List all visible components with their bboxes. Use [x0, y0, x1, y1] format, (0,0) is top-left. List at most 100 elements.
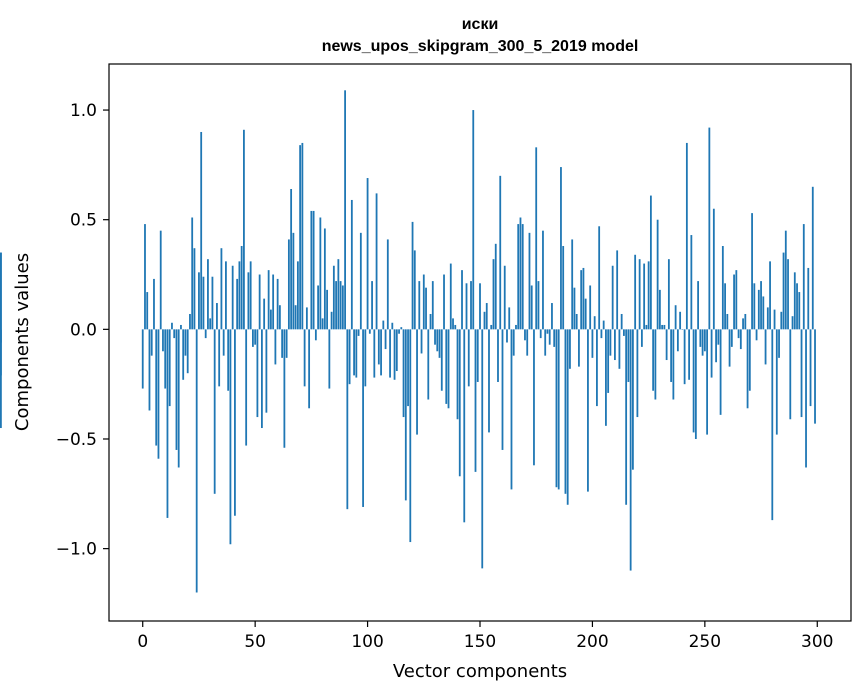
bar [692, 329, 695, 433]
bar [184, 329, 187, 356]
bar [166, 329, 169, 518]
bar [278, 305, 281, 330]
bar [798, 292, 801, 330]
bar [222, 329, 225, 356]
bar [454, 324, 457, 330]
bar [202, 276, 205, 330]
bar [335, 281, 337, 330]
bar [616, 250, 619, 330]
bar [503, 265, 506, 330]
x-tick-label: 0 [137, 632, 148, 652]
bar [371, 281, 373, 330]
bar [189, 313, 191, 330]
x-axis-label: Vector components [393, 661, 567, 682]
bar [587, 329, 589, 492]
bar [793, 272, 796, 330]
bar [252, 329, 254, 347]
bar [290, 189, 293, 330]
bar [694, 329, 697, 439]
bar [303, 329, 306, 387]
bar [773, 309, 776, 330]
bar [685, 142, 688, 330]
y-tick-label: 1.0 [70, 101, 97, 121]
bar [292, 232, 295, 330]
x-tick-label: 300 [801, 632, 833, 652]
bar [632, 329, 634, 470]
bar [458, 329, 461, 477]
bar [198, 272, 200, 330]
bar [814, 329, 816, 424]
bar [640, 329, 643, 347]
bar [769, 261, 771, 330]
bar [411, 221, 414, 330]
bar [578, 329, 580, 367]
bar [627, 329, 630, 382]
bar [263, 298, 266, 330]
bar [276, 278, 279, 330]
bar [580, 270, 583, 330]
y-tick-label: −1.0 [56, 540, 97, 560]
bar [481, 329, 484, 569]
bar [332, 265, 335, 330]
bar [757, 289, 760, 330]
bar [175, 329, 178, 450]
bar [146, 292, 149, 330]
bar [326, 289, 328, 330]
bar [416, 329, 418, 435]
bar [542, 230, 544, 330]
bar [719, 329, 722, 415]
bar [802, 224, 805, 330]
bar [706, 329, 708, 435]
bar [742, 318, 744, 330]
bar [656, 219, 659, 330]
bar [285, 329, 288, 358]
bar [647, 261, 650, 330]
bar [272, 274, 275, 330]
bar [560, 167, 562, 330]
bar [661, 324, 664, 330]
bar [620, 313, 623, 330]
bar [670, 329, 673, 382]
bar [452, 318, 454, 330]
bar [465, 283, 468, 330]
bar [337, 259, 340, 330]
bar [510, 329, 513, 490]
bar [683, 329, 686, 385]
bar [755, 329, 758, 341]
bar [436, 329, 439, 352]
bar [164, 329, 167, 389]
bar [712, 208, 715, 330]
bar [402, 329, 405, 418]
bar [690, 235, 693, 330]
bar [398, 329, 400, 334]
x-tick-label: 150 [464, 632, 496, 652]
bar [308, 329, 311, 409]
bar [247, 272, 250, 330]
bar [386, 239, 389, 330]
x-tick-label: 250 [689, 632, 721, 652]
x-tick-label: 100 [351, 632, 383, 652]
bar [787, 259, 789, 330]
bar [377, 329, 380, 365]
bar [323, 228, 326, 330]
bar [501, 329, 504, 450]
bar [168, 329, 171, 407]
bar [180, 324, 182, 330]
y-axis-ticks: −1.0 −0.5 0.0 0.5 1.0 [56, 101, 109, 560]
bar [301, 142, 304, 330]
bar [530, 285, 533, 330]
bar [267, 270, 270, 330]
bar [778, 329, 780, 358]
bar [245, 329, 248, 446]
bar [200, 131, 203, 330]
bar [546, 329, 549, 334]
bar [173, 329, 176, 339]
bar [220, 248, 223, 330]
bar [407, 329, 409, 407]
bar [582, 267, 585, 330]
bar [243, 129, 245, 330]
bar [658, 289, 661, 330]
bar [537, 281, 540, 330]
